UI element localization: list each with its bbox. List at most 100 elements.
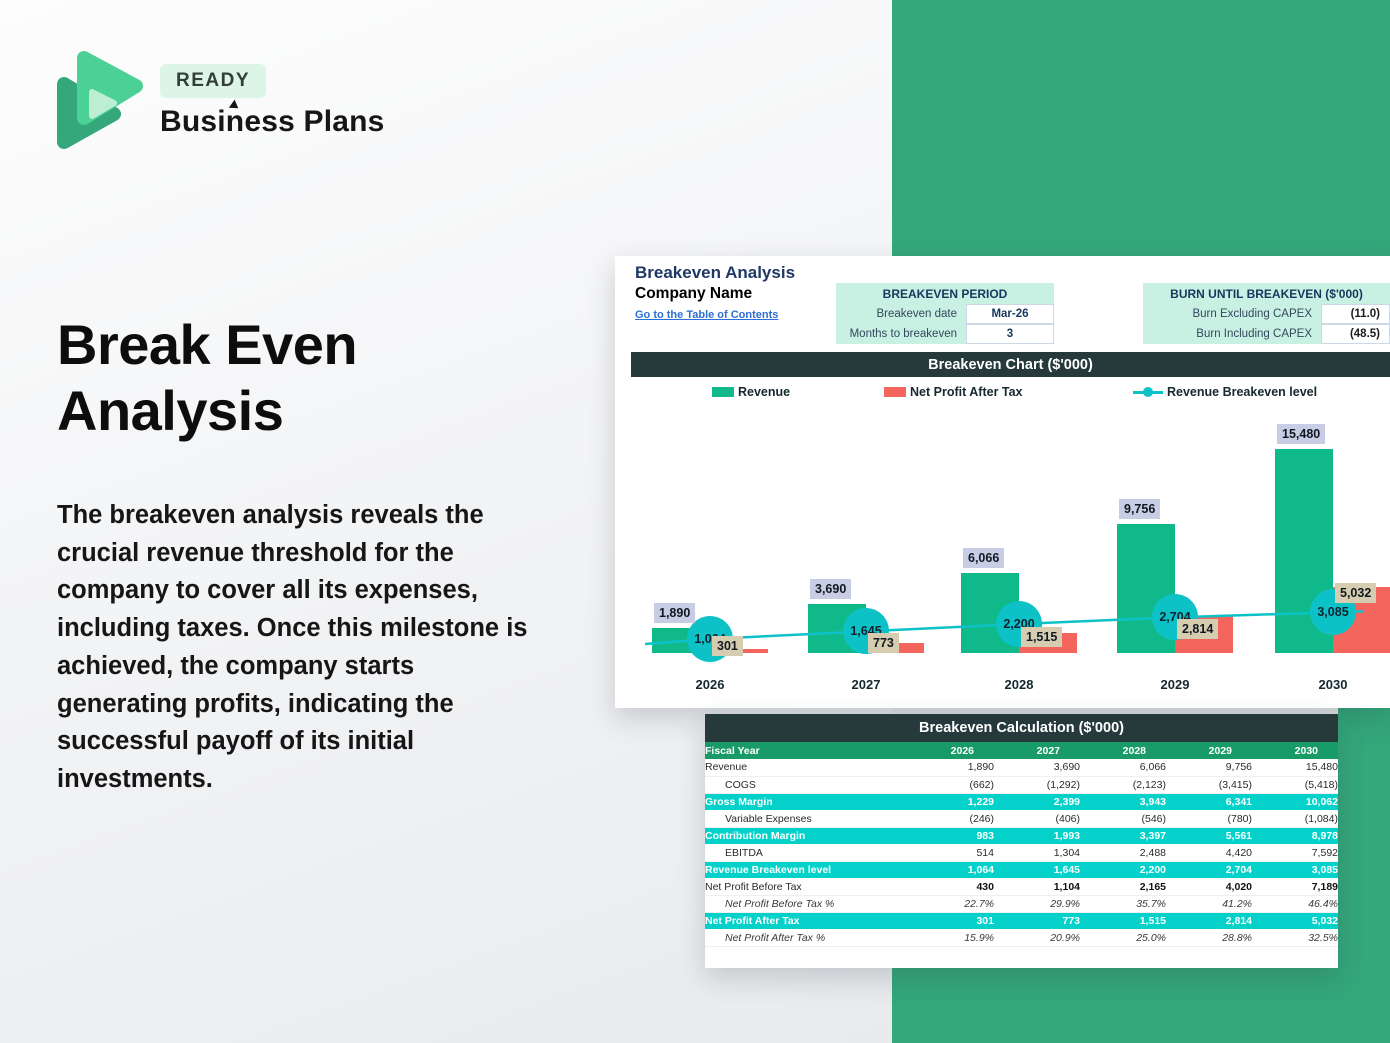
period-row: Months to breakeven 3 — [836, 324, 1054, 344]
period-value: 3 — [966, 324, 1054, 344]
calc-row-label: Revenue — [705, 759, 908, 777]
calc-table-title: Breakeven Calculation ($'000) — [705, 714, 1338, 742]
play-logo-icon — [57, 51, 143, 149]
legend-item-1: Revenue — [712, 384, 790, 400]
fiscal-year-header: Fiscal Year — [705, 742, 908, 759]
calc-cell: (406) — [994, 810, 1080, 828]
calc-cell: 983 — [908, 827, 994, 845]
period-label: Months to breakeven — [836, 324, 966, 344]
breakeven-chart-card: Breakeven Analysis Company Name Go to th… — [615, 256, 1390, 708]
calc-cell: 430 — [908, 878, 994, 896]
breakeven-level-marker: 3,085 — [1310, 589, 1356, 636]
calc-cell: 2,165 — [1080, 878, 1166, 896]
calc-cell: 29.9% — [994, 895, 1080, 913]
year-column-header: 2030 — [1252, 742, 1338, 759]
calc-cell: 1,304 — [994, 844, 1080, 862]
calc-row: Variable Expenses (246) (406) (546) (780) (1,… — [705, 810, 1338, 828]
year-column-header: 2027 — [994, 742, 1080, 759]
calc-row: Net Profit Before Tax 430 1,104 2,165 4,020 7… — [705, 878, 1338, 896]
calc-row: COGS (662) (1,292) (2,123) (3,415) (5,418) — [705, 776, 1338, 794]
page-title: Break Even Analysis — [57, 313, 358, 442]
period-header: BREAKEVEN PERIOD — [836, 283, 1054, 304]
calc-row: Net Profit After Tax % 15.9% 20.9% 25.0% 28.… — [705, 929, 1338, 947]
revenue-data-label: 9,756 — [1119, 499, 1161, 520]
legend-item-3: Revenue Breakeven level — [1133, 384, 1317, 400]
net-profit-data-label: 2,814 — [1177, 619, 1219, 639]
calc-cell: 2,814 — [1166, 912, 1252, 930]
legend-label: Revenue Breakeven level — [1167, 385, 1318, 399]
breakeven-level-marker: 1,645 — [843, 608, 889, 655]
net-profit-after-tax-swatch-icon — [884, 387, 906, 397]
period-label: Breakeven date — [836, 304, 966, 324]
net-profit-data-label: 5,032 — [1335, 583, 1377, 603]
legend-label: Net Profit After Tax — [910, 385, 1023, 399]
calc-cell: 32.5% — [1252, 929, 1338, 947]
calc-row: Revenue 1,890 3,690 6,066 9,756 15,480 — [705, 759, 1338, 777]
burn-label: Burn Including CAPEX — [1143, 324, 1321, 344]
calc-row-label: Net Profit After Tax — [705, 912, 908, 930]
calc-cell: 3,943 — [1080, 793, 1166, 811]
calc-row-label: Revenue Breakeven level — [705, 861, 908, 879]
burn-until-breakeven-table: BURN UNTIL BREAKEVEN ($'000) Burn Excludi… — [1143, 283, 1390, 344]
burn-row: Burn Including CAPEX (48.5) — [1143, 324, 1390, 344]
brand-logo: READY Business Plans — [44, 44, 464, 164]
revenue-data-label: 6,066 — [963, 548, 1005, 569]
legend-item-2: Net Profit After Tax — [884, 384, 1023, 400]
calc-cell: (2,123) — [1080, 776, 1166, 794]
calc-cell: 7,189 — [1252, 878, 1338, 896]
net-profit-data-label: 1,515 — [1021, 627, 1063, 647]
breakeven-calculation-table: Fiscal Year 2026 2027 2028 2029 2030 Revenue 1,… — [705, 742, 1338, 947]
calc-cell: 41.2% — [1166, 895, 1252, 913]
calc-cell: (1,292) — [994, 776, 1080, 794]
calc-cell: 1,515 — [1080, 912, 1166, 930]
calc-row-label: Net Profit Before Tax — [705, 878, 908, 896]
x-axis-label: 2030 — [1318, 677, 1348, 692]
calc-cell: 5,032 — [1252, 912, 1338, 930]
calc-cell: 514 — [908, 844, 994, 862]
burn-label: Burn Excluding CAPEX — [1143, 304, 1321, 324]
calc-cell: 2,704 — [1166, 861, 1252, 879]
calc-cell: (1,084) — [1252, 810, 1338, 828]
calc-cell: (546) — [1080, 810, 1166, 828]
calc-cell: 3,690 — [994, 759, 1080, 777]
calc-cell: 10,062 — [1252, 793, 1338, 811]
net-profit-data-label: 773 — [868, 633, 899, 653]
calc-cell: 7,592 — [1252, 844, 1338, 862]
revenue-swatch-icon — [712, 387, 734, 397]
burn-value: (11.0) — [1321, 304, 1390, 324]
calc-cell: 773 — [994, 912, 1080, 930]
calc-cell: (780) — [1166, 810, 1252, 828]
calc-cell: 5,561 — [1166, 827, 1252, 845]
calc-cell: 35.7% — [1080, 895, 1166, 913]
calc-row-label: Gross Margin — [705, 793, 908, 811]
breakeven-line-marker-icon — [1133, 387, 1163, 397]
calc-cell: 1,890 — [908, 759, 994, 777]
legend-label: Revenue — [738, 385, 791, 399]
calc-cell: 46.4% — [1252, 895, 1338, 913]
calc-row-label: Net Profit After Tax % — [705, 929, 908, 947]
year-column-header: 2028 — [1080, 742, 1166, 759]
card-gap — [892, 705, 1338, 715]
x-axis-label: 2028 — [1004, 677, 1034, 692]
table-of-contents-link[interactable]: Go to the Table of Contents — [635, 309, 779, 321]
year-column-header: 2029 — [1166, 742, 1252, 759]
calc-cell: 15,480 — [1252, 759, 1338, 777]
calc-cell: (3,415) — [1166, 776, 1252, 794]
brand-name: Business Plans — [160, 99, 385, 139]
calc-row-label: Contribution Margin — [705, 827, 908, 845]
calc-cell: (5,418) — [1252, 776, 1338, 794]
calc-cell: 1,993 — [994, 827, 1080, 845]
calc-cell: 2,399 — [994, 793, 1080, 811]
calc-cell: 2,488 — [1080, 844, 1166, 862]
net-profit-data-label: 301 — [712, 636, 743, 656]
calc-cell: 3,397 — [1080, 827, 1166, 845]
calc-row: Contribution Margin 983 1,993 3,397 5,561 8,9… — [705, 827, 1338, 845]
revenue-data-label: 3,690 — [810, 579, 852, 600]
calc-cell: 20.9% — [994, 929, 1080, 947]
calc-cell: 9,756 — [1166, 759, 1252, 777]
revenue-data-label: 15,480 — [1277, 423, 1326, 444]
calc-row: Revenue Breakeven level 1,064 1,645 2,200 2,… — [705, 861, 1338, 879]
calc-row-label: Net Profit Before Tax % — [705, 895, 908, 913]
calc-cell: 4,020 — [1166, 878, 1252, 896]
breakeven-calculation-card: Breakeven Calculation ($'000) Fiscal Yea… — [705, 714, 1338, 968]
